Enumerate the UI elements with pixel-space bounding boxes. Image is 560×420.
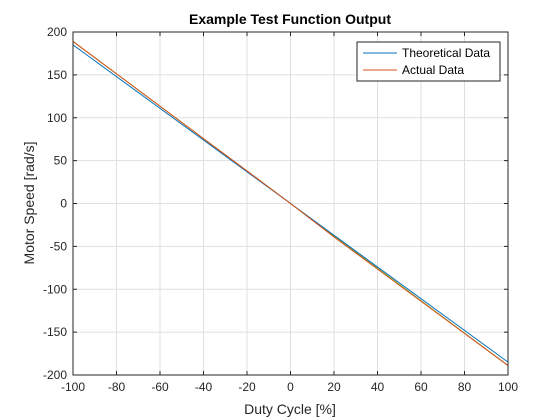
y-tick-label: -100 bbox=[43, 282, 67, 296]
x-tick-label: 80 bbox=[458, 380, 472, 394]
x-tick-label: -80 bbox=[108, 380, 126, 394]
x-tick-label: -20 bbox=[238, 380, 256, 394]
x-tick-label: 20 bbox=[327, 380, 341, 394]
series-line-2 bbox=[72, 41, 509, 366]
y-tick-label: 150 bbox=[47, 68, 67, 82]
x-tick-label: -40 bbox=[195, 380, 213, 394]
x-tick-label: 0 bbox=[287, 380, 294, 394]
x-tick-label: -60 bbox=[151, 380, 169, 394]
x-tick-label: 100 bbox=[498, 380, 518, 394]
y-tick-label: -50 bbox=[50, 239, 68, 253]
y-tick-label: 0 bbox=[60, 197, 67, 211]
x-axis-label: Duty Cycle [%] bbox=[244, 401, 336, 417]
legend-box bbox=[356, 41, 501, 82]
x-tick-label: 60 bbox=[414, 380, 428, 394]
y-tick-label: -150 bbox=[43, 325, 67, 339]
y-tick-label: 200 bbox=[47, 25, 67, 39]
legend-label-2: Actual Data bbox=[402, 63, 464, 77]
legend-label-1: Theoretical Data bbox=[402, 46, 490, 60]
chart-title: Example Test Function Output bbox=[189, 11, 391, 27]
x-tick-label: -100 bbox=[61, 380, 85, 394]
y-tick-label: -200 bbox=[43, 368, 67, 382]
y-axis-label: Motor Speed [rad/s] bbox=[21, 142, 37, 265]
y-tick-label: 50 bbox=[54, 154, 68, 168]
x-tick-label: 40 bbox=[371, 380, 385, 394]
y-tick-label: 100 bbox=[47, 111, 67, 125]
